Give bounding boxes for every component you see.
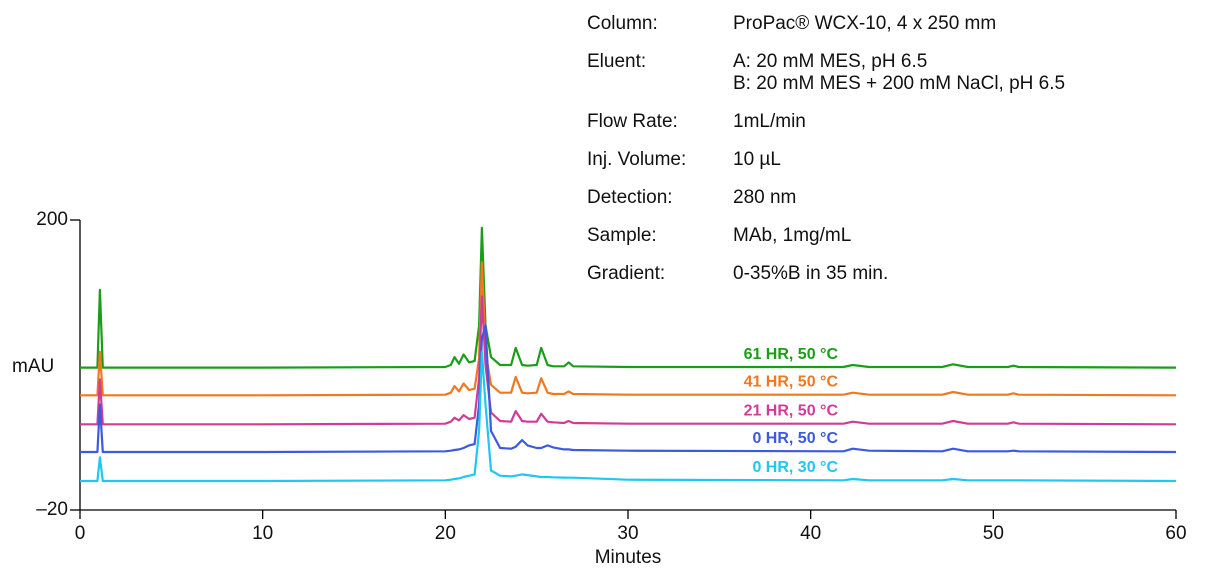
- y-axis-label: mAU: [12, 356, 54, 377]
- x-tick-label: 20: [435, 523, 456, 544]
- annotation-label: Eluent:: [587, 51, 646, 72]
- x-tick-label: 0: [75, 523, 86, 544]
- y-tick-label: 200: [36, 209, 68, 230]
- x-tick-label: 10: [252, 523, 273, 544]
- series-label: 41 HR, 50 °C: [744, 374, 839, 391]
- x-tick-label: 40: [800, 523, 821, 544]
- series-line: [80, 261, 1177, 397]
- annotation-text: B: 20 mM MES + 200 mM NaCl, pH 6.5: [733, 73, 1065, 94]
- annotation-text: MAb, 1mg/mL: [733, 225, 851, 246]
- y-tick-label: –20: [36, 499, 68, 520]
- annotation-label: Detection:: [587, 187, 673, 208]
- series-label: 61 HR, 50 °C: [744, 346, 839, 363]
- annotation-label: Inj. Volume:: [587, 149, 686, 170]
- x-axis-label: Minutes: [595, 547, 662, 568]
- annotation-text: ProPac® WCX-10, 4 x 250 mm: [733, 13, 996, 34]
- series-line: [80, 226, 1177, 369]
- series-label: 0 HR, 50 °C: [752, 430, 838, 447]
- annotation-label: Sample:: [587, 225, 657, 246]
- annotation-text: A: 20 mM MES, pH 6.5: [733, 51, 927, 72]
- annotation-label: Column:: [587, 13, 658, 34]
- x-tick-label: 60: [1165, 523, 1186, 544]
- series-line: [80, 295, 1177, 426]
- annotation-label: Gradient:: [587, 263, 665, 284]
- series-label: 0 HR, 30 °C: [752, 459, 838, 476]
- annotation-text: 10 µL: [733, 149, 781, 170]
- x-tick-label: 30: [617, 523, 638, 544]
- annotation-text: 280 nm: [733, 187, 796, 208]
- annotation-label: Flow Rate:: [587, 111, 678, 132]
- series-line: [80, 350, 1177, 483]
- annotation-text: 1mL/min: [733, 111, 806, 132]
- annotation-text: 0-35%B in 35 min.: [733, 263, 888, 284]
- series-line: [80, 324, 1177, 454]
- series-label: 21 HR, 50 °C: [744, 403, 839, 420]
- x-tick-label: 50: [983, 523, 1004, 544]
